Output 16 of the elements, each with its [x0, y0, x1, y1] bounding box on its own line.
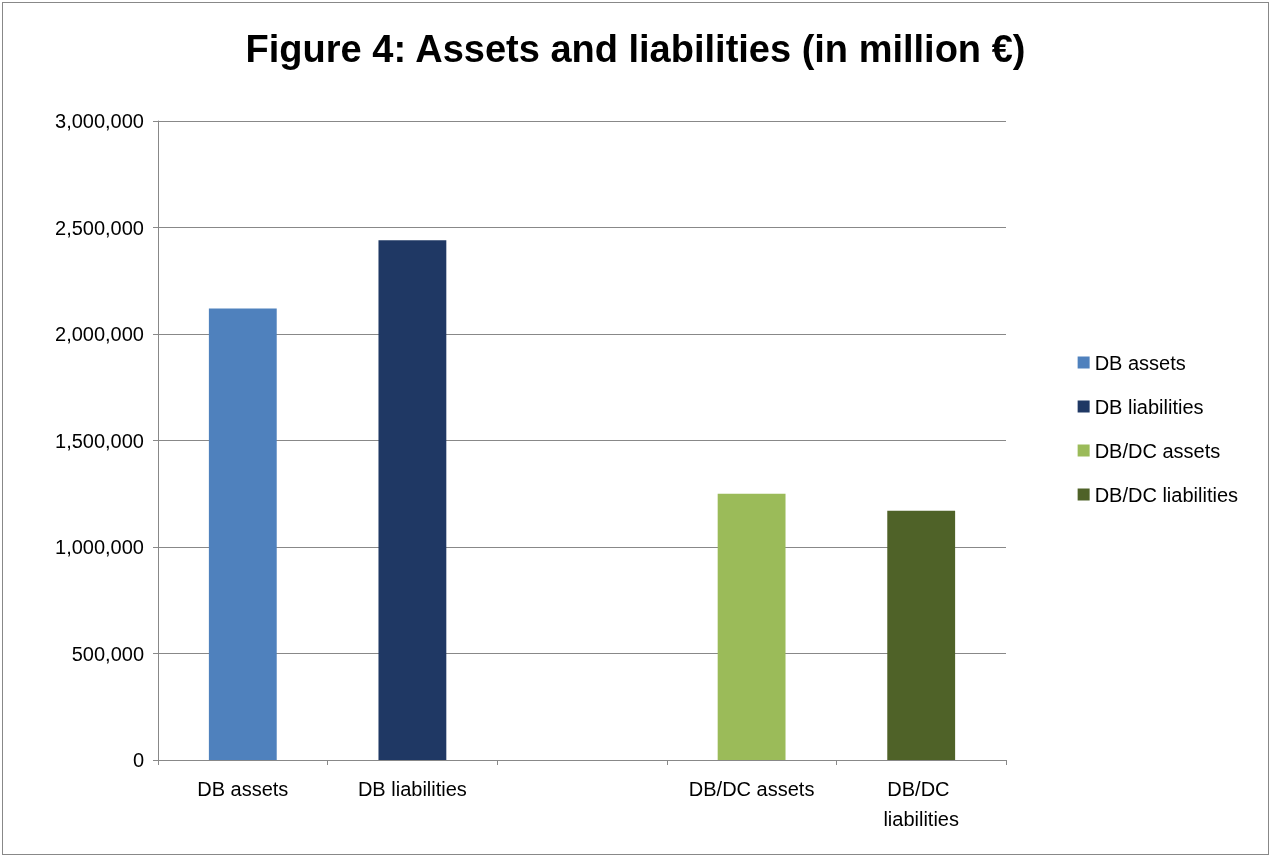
legend-label: DB assets	[1094, 351, 1186, 374]
chart-title: Figure 4: Assets and liabilities (in million €)	[245, 28, 1026, 70]
y-tick-label: 0	[132, 749, 144, 771]
x-tick-label: DB/DC assets	[688, 778, 815, 800]
y-tick-label: 3,000,000	[55, 110, 144, 132]
y-tick-label: 1,500,000	[55, 429, 144, 452]
x-tick-label: DB/DC liabilities	[883, 778, 959, 830]
y-tick-label: 2,500,000	[55, 216, 144, 239]
x-tick-label: DB assets	[197, 778, 289, 800]
legend-label: DB/DC assets	[1094, 439, 1221, 462]
y-tick-label: 500,000	[71, 642, 144, 665]
x-tick-label: DB liabilities	[357, 778, 467, 800]
y-tick-label: 2,000,000	[55, 323, 144, 345]
y-tick-label: 1,000,000	[55, 536, 144, 558]
legend-label: DB/DC liabilities	[1094, 483, 1239, 506]
legend-label: DB liabilities	[1094, 395, 1204, 418]
